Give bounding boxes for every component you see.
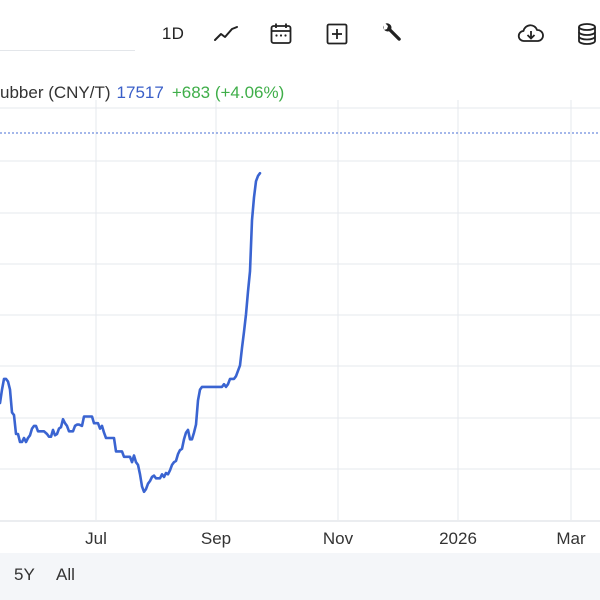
x-tick-label: Nov bbox=[323, 529, 354, 548]
x-tick-label: Mar bbox=[556, 529, 586, 548]
range-5y-button[interactable]: 5Y bbox=[14, 565, 35, 584]
price-chart[interactable]: Jul Sep Nov 2026 Mar bbox=[0, 100, 600, 550]
plus-square-icon[interactable] bbox=[323, 20, 351, 48]
database-icon[interactable] bbox=[573, 20, 600, 48]
x-tick-label: Jul bbox=[85, 529, 107, 548]
cloud-download-icon[interactable] bbox=[517, 20, 545, 48]
legend-series-name: ubber (CNY/T) bbox=[0, 83, 111, 102]
toolbar-underline bbox=[0, 50, 135, 51]
calendar-icon[interactable] bbox=[267, 20, 295, 48]
legend-price-change: +683 (+4.06%) bbox=[171, 83, 285, 102]
chart-toolbar: 1D bbox=[0, 0, 600, 66]
interval-button[interactable]: 1D bbox=[161, 24, 185, 43]
price-series-line bbox=[0, 171, 262, 494]
range-all-button[interactable]: All bbox=[56, 565, 75, 584]
chart-legend: ubber (CNY/T) 17517 +683 (+4.06%) bbox=[0, 83, 284, 105]
x-tick-label: Sep bbox=[201, 529, 231, 548]
range-selector: 5Y All bbox=[0, 553, 600, 600]
legend-last-price: 17517 bbox=[116, 83, 164, 102]
line-chart-icon[interactable] bbox=[212, 20, 240, 48]
wrench-icon[interactable] bbox=[377, 20, 405, 48]
x-tick-label: 2026 bbox=[439, 529, 477, 548]
